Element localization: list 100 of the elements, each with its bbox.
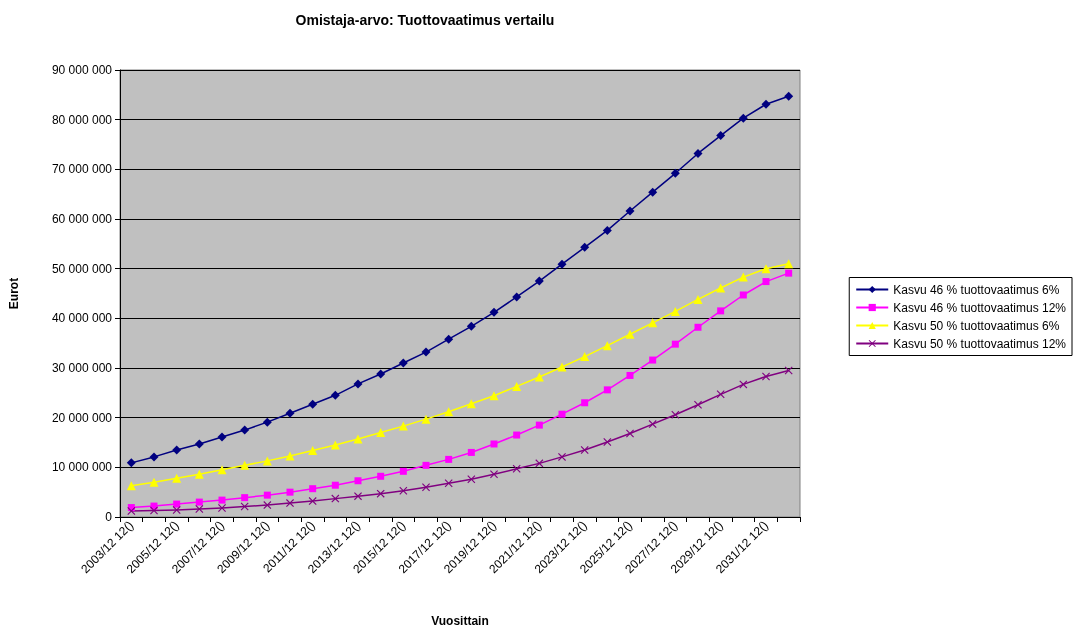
point — [535, 459, 544, 468]
y-tick-label: 80 000 000 — [51, 112, 113, 127]
point — [263, 491, 271, 499]
y-tick-label: 30 000 000 — [51, 361, 113, 375]
point — [671, 410, 680, 419]
point — [694, 400, 702, 409]
point — [784, 91, 794, 101]
point — [761, 99, 771, 109]
point — [648, 420, 657, 429]
point — [398, 421, 408, 431]
point — [580, 352, 590, 362]
point — [376, 369, 386, 379]
point — [513, 431, 521, 439]
point — [580, 445, 589, 454]
y-tick-label: 20 000 000 — [51, 410, 113, 425]
point — [557, 259, 567, 269]
point — [490, 440, 498, 448]
point — [625, 329, 635, 339]
x-axis-title: Vuosittain — [431, 614, 489, 628]
point — [240, 502, 249, 511]
y-tick-label: 60 000 000 — [51, 212, 113, 226]
point — [716, 390, 725, 399]
point — [353, 434, 363, 444]
point — [603, 438, 612, 446]
point — [738, 113, 748, 123]
legend-label: Kasvu 50 % tuottovaatimus 6% — [893, 318, 1060, 333]
point — [218, 496, 226, 504]
point — [762, 372, 770, 381]
y-tick-label: 70 000 000 — [51, 162, 113, 177]
point — [421, 347, 431, 357]
point — [241, 494, 249, 502]
chart-title: Omistaja-arvo: Tuottovaatimus vertailu — [295, 12, 555, 28]
point — [240, 425, 250, 435]
point — [739, 380, 748, 389]
point — [376, 489, 385, 498]
point — [512, 464, 521, 473]
point — [670, 168, 680, 178]
point — [422, 461, 430, 469]
point — [172, 473, 182, 483]
point — [738, 272, 748, 282]
point — [580, 242, 590, 252]
point — [466, 321, 476, 331]
point — [558, 410, 566, 418]
point — [331, 494, 340, 503]
point — [445, 455, 453, 463]
point — [534, 276, 544, 286]
y-tick-label: 10 000 000 — [51, 460, 113, 475]
point — [195, 498, 203, 506]
point — [354, 477, 362, 485]
point — [444, 479, 453, 488]
point — [399, 486, 408, 495]
point — [717, 307, 725, 315]
point — [172, 506, 181, 515]
point — [149, 477, 159, 487]
point — [762, 278, 770, 286]
point — [490, 470, 498, 479]
point — [581, 399, 589, 407]
point — [512, 381, 522, 391]
point — [626, 429, 634, 438]
point — [127, 507, 136, 516]
point — [694, 323, 702, 331]
point — [285, 408, 295, 418]
point — [285, 451, 295, 461]
point — [194, 469, 204, 479]
y-tick-label: 90 000 000 — [51, 63, 113, 77]
point — [150, 506, 158, 515]
point — [421, 414, 431, 424]
point — [286, 488, 294, 496]
point — [489, 391, 499, 401]
point — [670, 306, 680, 316]
point — [603, 386, 611, 394]
point — [716, 283, 726, 293]
point — [331, 481, 339, 489]
point — [195, 505, 204, 514]
point — [377, 472, 385, 480]
legend-label: Kasvu 50 % tuottovaatimus 12% — [893, 336, 1067, 351]
point — [625, 206, 635, 216]
legend-label: Kasvu 46 % tuottovaatimus 12% — [893, 300, 1067, 315]
point — [649, 356, 657, 364]
point — [489, 307, 499, 317]
point — [262, 417, 272, 427]
point — [761, 264, 771, 274]
point — [512, 292, 522, 302]
point — [648, 187, 658, 197]
point — [602, 225, 612, 235]
point — [693, 148, 703, 158]
point — [693, 294, 703, 304]
point — [330, 390, 340, 400]
point — [308, 445, 318, 455]
point — [602, 341, 612, 351]
point — [399, 467, 407, 475]
y-tick-label: 0 — [105, 510, 113, 524]
point — [309, 485, 317, 493]
y-tick-label: 40 000 000 — [51, 311, 113, 326]
point — [217, 465, 227, 475]
point — [126, 458, 136, 468]
point — [785, 269, 793, 277]
point — [376, 428, 386, 438]
y-axis-title: Eurot — [7, 277, 21, 310]
point — [467, 475, 476, 484]
